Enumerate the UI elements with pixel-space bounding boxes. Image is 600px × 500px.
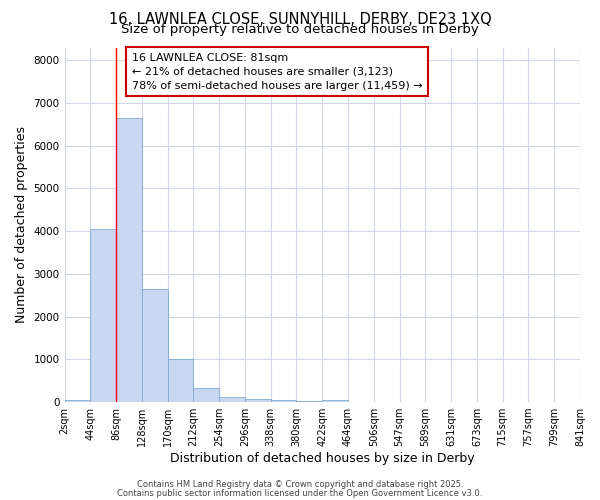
Text: 16 LAWNLEA CLOSE: 81sqm
← 21% of detached houses are smaller (3,123)
78% of semi: 16 LAWNLEA CLOSE: 81sqm ← 21% of detache… bbox=[131, 53, 422, 91]
Bar bbox=[193, 388, 219, 402]
Bar bbox=[167, 360, 193, 402]
Bar bbox=[116, 118, 142, 402]
Y-axis label: Number of detached properties: Number of detached properties bbox=[15, 126, 28, 324]
X-axis label: Distribution of detached houses by size in Derby: Distribution of detached houses by size … bbox=[170, 452, 475, 465]
Bar bbox=[65, 400, 91, 402]
Bar bbox=[296, 401, 322, 402]
Bar bbox=[142, 289, 167, 402]
Text: Contains public sector information licensed under the Open Government Licence v3: Contains public sector information licen… bbox=[118, 488, 482, 498]
Text: Size of property relative to detached houses in Derby: Size of property relative to detached ho… bbox=[121, 24, 479, 36]
Text: 16, LAWNLEA CLOSE, SUNNYHILL, DERBY, DE23 1XQ: 16, LAWNLEA CLOSE, SUNNYHILL, DERBY, DE2… bbox=[109, 12, 491, 28]
Text: Contains HM Land Registry data © Crown copyright and database right 2025.: Contains HM Land Registry data © Crown c… bbox=[137, 480, 463, 489]
Bar bbox=[322, 400, 348, 402]
Bar bbox=[219, 396, 245, 402]
Bar bbox=[91, 229, 116, 402]
Bar bbox=[271, 400, 296, 402]
Bar bbox=[245, 398, 271, 402]
